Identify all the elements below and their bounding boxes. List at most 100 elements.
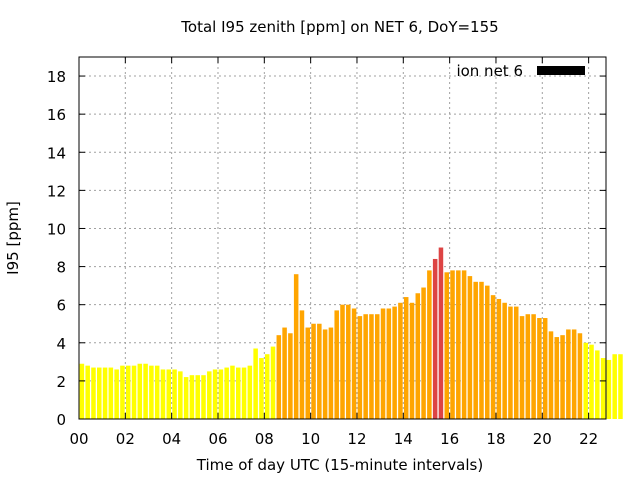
bar bbox=[230, 365, 235, 419]
x-tick-label: 20 bbox=[533, 430, 552, 448]
bar bbox=[519, 316, 525, 419]
y-tick-label: 8 bbox=[56, 259, 66, 277]
bar bbox=[432, 258, 438, 419]
bar bbox=[247, 365, 253, 419]
x-tick-label: 04 bbox=[162, 430, 181, 448]
bar bbox=[293, 274, 299, 419]
bar bbox=[317, 323, 322, 419]
bar bbox=[403, 297, 409, 419]
bar bbox=[490, 295, 496, 419]
bar bbox=[398, 302, 403, 419]
bar bbox=[270, 346, 276, 419]
bar bbox=[473, 281, 478, 419]
bar bbox=[346, 304, 351, 419]
bar bbox=[160, 369, 166, 419]
bar bbox=[131, 365, 137, 419]
bar bbox=[85, 365, 90, 419]
x-tick-label: 00 bbox=[69, 430, 88, 448]
bar bbox=[502, 302, 507, 419]
bar bbox=[91, 367, 96, 419]
bar bbox=[166, 369, 172, 419]
bar bbox=[183, 377, 189, 419]
y-tick-label: 4 bbox=[56, 335, 66, 353]
bar bbox=[479, 281, 484, 419]
bar bbox=[108, 367, 114, 419]
bar bbox=[467, 276, 473, 419]
x-tick-label: 08 bbox=[255, 430, 274, 448]
x-tick-label: 10 bbox=[301, 430, 320, 448]
bar bbox=[299, 310, 305, 419]
bar bbox=[241, 367, 247, 419]
x-tick-label: 18 bbox=[486, 430, 505, 448]
bar bbox=[363, 314, 368, 419]
bar bbox=[120, 365, 125, 419]
bar bbox=[542, 318, 548, 419]
bar bbox=[224, 367, 229, 419]
bar bbox=[595, 350, 600, 419]
bar bbox=[102, 367, 108, 419]
bar bbox=[618, 354, 623, 419]
bar bbox=[566, 329, 571, 419]
bar bbox=[600, 358, 606, 419]
bar bbox=[322, 329, 328, 419]
bar bbox=[537, 318, 542, 419]
bar bbox=[79, 363, 85, 419]
bar bbox=[392, 306, 397, 419]
bar bbox=[207, 371, 212, 419]
y-axis-label: I95 [ppm] bbox=[4, 201, 22, 275]
bar bbox=[178, 371, 183, 419]
y-tick-label: 2 bbox=[56, 373, 66, 391]
bar bbox=[380, 308, 386, 419]
bar bbox=[288, 333, 293, 419]
x-tick-label: 06 bbox=[208, 430, 227, 448]
grid bbox=[79, 57, 606, 419]
x-tick-label: 14 bbox=[394, 430, 413, 448]
bar bbox=[189, 375, 195, 419]
bars bbox=[79, 247, 623, 419]
bar bbox=[282, 327, 287, 419]
x-axis-label: Time of day UTC (15-minute intervals) bbox=[196, 456, 483, 474]
y-tick-label: 16 bbox=[47, 106, 66, 124]
bar bbox=[577, 333, 583, 419]
x-tick-label: 16 bbox=[440, 430, 459, 448]
bar bbox=[149, 365, 154, 419]
bar bbox=[201, 375, 206, 419]
bar bbox=[508, 306, 513, 419]
bar bbox=[415, 293, 421, 419]
bar bbox=[554, 337, 560, 419]
bar bbox=[531, 314, 536, 419]
bar bbox=[137, 363, 143, 419]
bar bbox=[259, 358, 264, 419]
bar bbox=[427, 270, 432, 419]
y-axis: 0 2 4 6 8 10 12 14 16 18 bbox=[47, 68, 606, 429]
bar bbox=[485, 285, 490, 419]
x-tick-label: 02 bbox=[116, 430, 135, 448]
bar bbox=[583, 342, 588, 419]
bar bbox=[154, 365, 160, 419]
bar bbox=[548, 331, 554, 419]
chart-title: Total I95 zenith [ppm] on NET 6, DoY=155 bbox=[180, 18, 498, 36]
bar bbox=[438, 247, 444, 419]
y-tick-label: 18 bbox=[47, 68, 66, 86]
x-tick-label: 22 bbox=[579, 430, 598, 448]
legend: ion net 6 bbox=[456, 62, 585, 80]
bar bbox=[351, 308, 357, 419]
bar bbox=[125, 365, 131, 419]
bar bbox=[328, 327, 334, 419]
bar bbox=[305, 327, 311, 419]
bar bbox=[97, 367, 102, 419]
bar bbox=[311, 323, 316, 419]
bar bbox=[571, 329, 577, 419]
bar bbox=[334, 310, 339, 419]
bar bbox=[525, 314, 531, 419]
bar bbox=[444, 272, 450, 419]
bar bbox=[172, 369, 177, 419]
bar bbox=[513, 306, 519, 419]
bar bbox=[612, 354, 617, 419]
bar bbox=[374, 314, 380, 419]
plot-frame bbox=[78, 56, 607, 420]
y-tick-label: 10 bbox=[47, 220, 66, 238]
bar bbox=[386, 308, 392, 419]
bar bbox=[114, 369, 119, 419]
